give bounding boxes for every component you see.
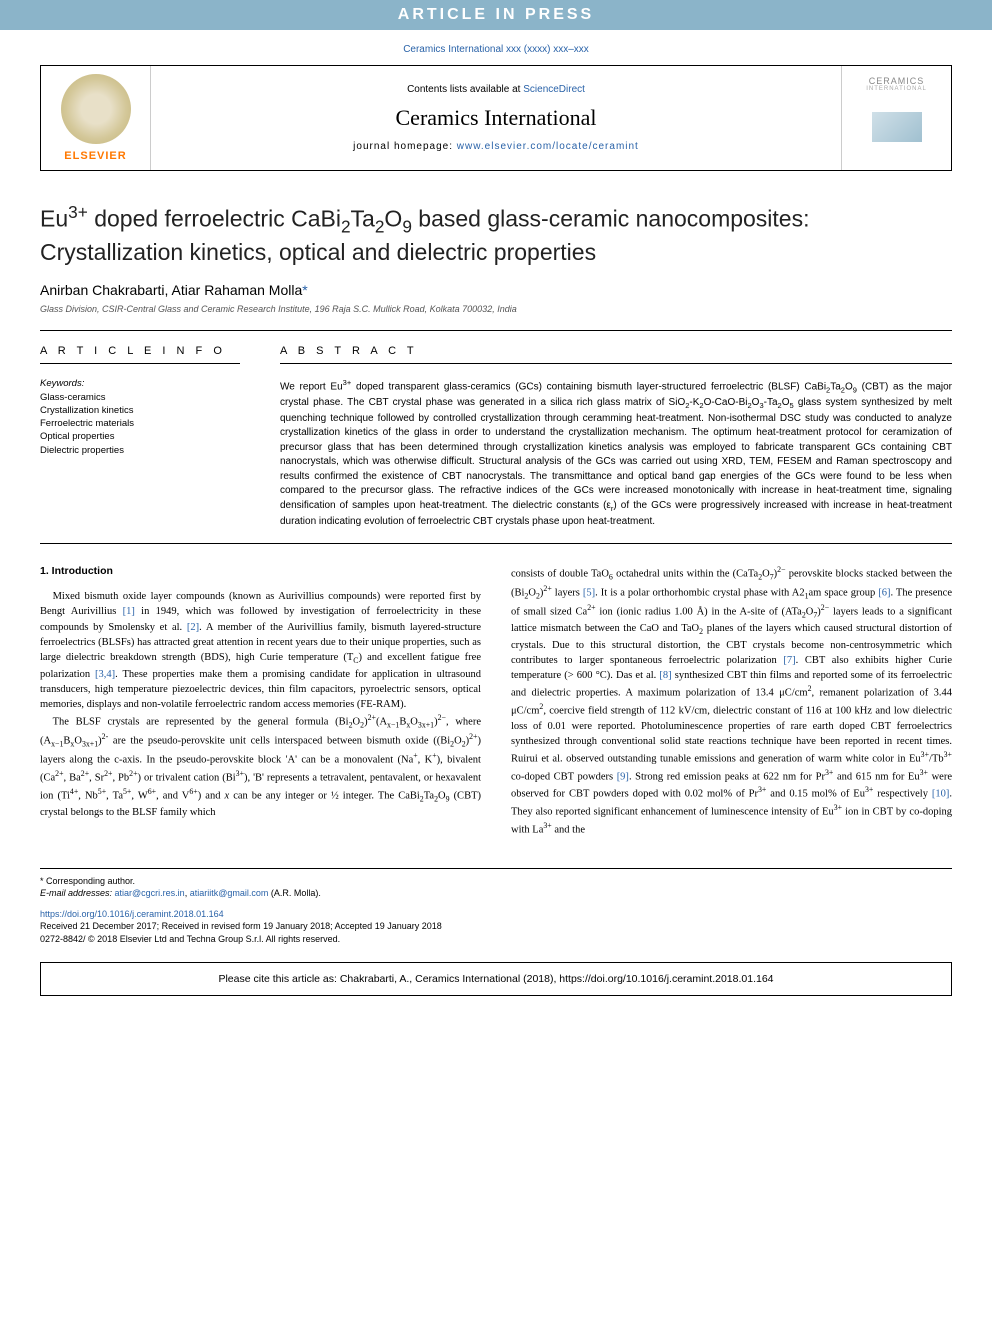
email-link-2[interactable]: atiariitk@gmail.com — [190, 888, 269, 898]
main-two-column: 1. Introduction Mixed bismuth oxide laye… — [40, 564, 952, 838]
journal-name: Ceramics International — [396, 105, 597, 131]
abstract-heading: A B S T R A C T — [280, 345, 952, 364]
article-in-press-banner: ARTICLE IN PRESS — [0, 0, 992, 30]
doi-link[interactable]: https://doi.org/10.1016/j.ceramint.2018.… — [40, 909, 224, 919]
affiliation: Glass Division, CSIR-Central Glass and C… — [40, 304, 952, 314]
contents-available-line: Contents lists available at ScienceDirec… — [407, 84, 585, 95]
right-column: consists of double TaO6 octahedral units… — [511, 564, 952, 838]
homepage-link[interactable]: www.elsevier.com/locate/ceramint — [457, 141, 639, 152]
journal-reference: Ceramics International xxx (xxxx) xxx–xx… — [0, 30, 992, 65]
cover-title: CERAMICS — [869, 76, 925, 86]
journal-cover-block: CERAMICS INTERNATIONAL — [841, 66, 951, 170]
email-link-1[interactable]: atiar@cgcri.res.in — [115, 888, 185, 898]
keyword-item: Optical properties — [40, 430, 240, 443]
abstract-text: We report Eu3+ doped transparent glass-c… — [280, 378, 952, 529]
sciencedirect-link[interactable]: ScienceDirect — [523, 84, 585, 95]
email-label: E-mail addresses: — [40, 888, 115, 898]
keyword-item: Dielectric properties — [40, 444, 240, 457]
col1-paragraphs: Mixed bismuth oxide layer compounds (kno… — [40, 589, 481, 820]
contents-text: Contents lists available at — [407, 84, 523, 95]
article-title: Eu3+ doped ferroelectric CaBi2Ta2O9 base… — [40, 201, 952, 268]
authors-line: Anirban Chakrabarti, Atiar Rahaman Molla… — [40, 282, 952, 298]
elsevier-label: ELSEVIER — [64, 150, 126, 162]
corresponding-author-label: * Corresponding author. — [40, 875, 952, 888]
col2-paragraphs: consists of double TaO6 octahedral units… — [511, 564, 952, 838]
left-column: 1. Introduction Mixed bismuth oxide laye… — [40, 564, 481, 838]
homepage-line: journal homepage: www.elsevier.com/locat… — [353, 141, 639, 152]
section-1-heading: 1. Introduction — [40, 564, 481, 579]
received-line: Received 21 December 2017; Received in r… — [40, 920, 952, 933]
cover-subtitle: INTERNATIONAL — [866, 86, 927, 92]
keywords-label: Keywords: — [40, 378, 240, 389]
header-center: Contents lists available at ScienceDirec… — [151, 66, 841, 170]
keyword-item: Ferroelectric materials — [40, 417, 240, 430]
email-author: (A.R. Molla). — [268, 888, 321, 898]
footer-block: * Corresponding author. E-mail addresses… — [40, 868, 952, 946]
journal-header-box: ELSEVIER Contents lists available at Sci… — [40, 65, 952, 171]
elsevier-logo-block: ELSEVIER — [41, 66, 151, 170]
abstract-column: A B S T R A C T We report Eu3+ doped tra… — [260, 345, 952, 529]
article-info-column: A R T I C L E I N F O Keywords: Glass-ce… — [40, 345, 260, 529]
info-abstract-row: A R T I C L E I N F O Keywords: Glass-ce… — [40, 330, 952, 544]
copyright-line: 0272-8842/ © 2018 Elsevier Ltd and Techn… — [40, 933, 952, 946]
article-info-heading: A R T I C L E I N F O — [40, 345, 240, 364]
cite-box: Please cite this article as: Chakrabarti… — [40, 962, 952, 996]
homepage-text: journal homepage: — [353, 141, 457, 152]
keyword-item: Glass-ceramics — [40, 391, 240, 404]
keyword-item: Crystallization kinetics — [40, 404, 240, 417]
elsevier-tree-icon — [61, 74, 131, 144]
cover-thumbnail — [872, 112, 922, 142]
email-line: E-mail addresses: atiar@cgcri.res.in, at… — [40, 887, 952, 900]
